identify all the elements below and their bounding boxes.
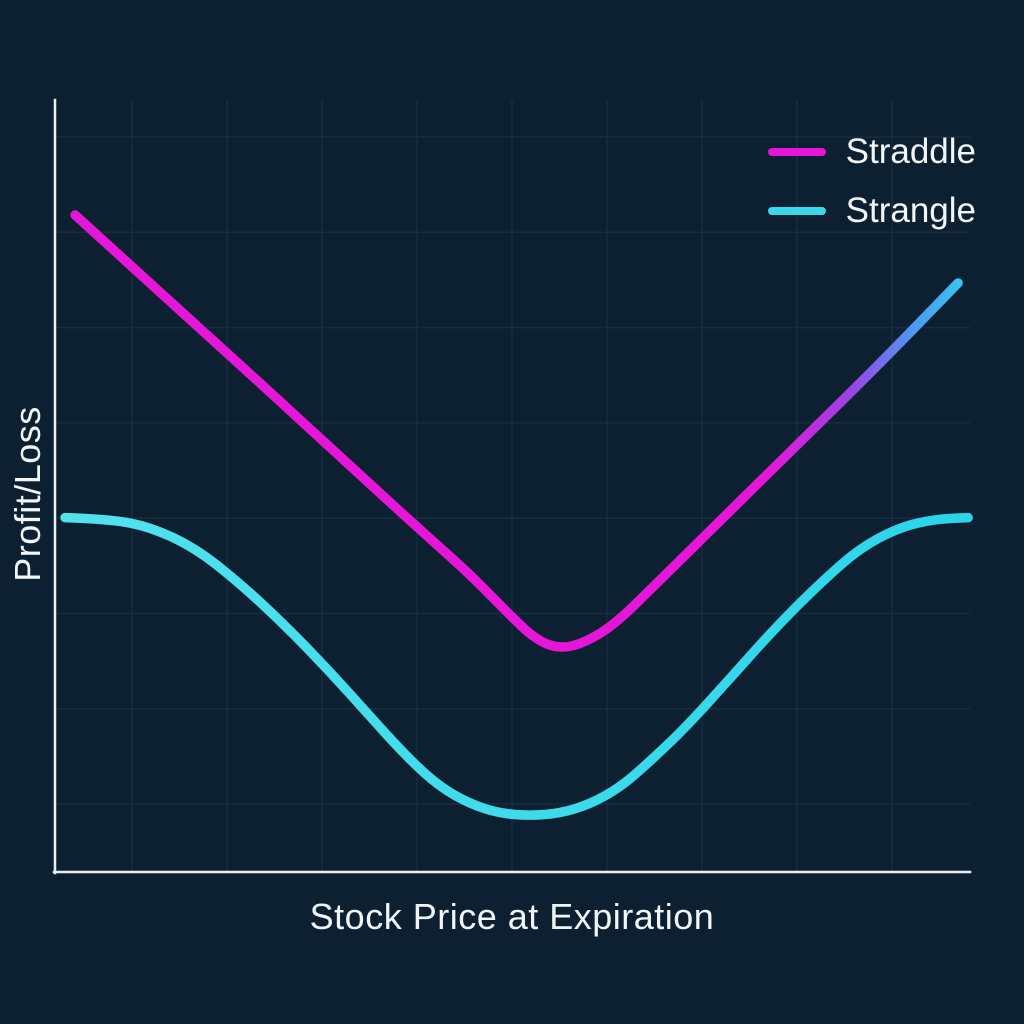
legend-item-strangle: Strangle — [767, 191, 976, 230]
straddle-swatch-icon — [767, 147, 826, 156]
series-lines — [60, 210, 973, 820]
legend: Straddle Strangle — [767, 132, 976, 230]
legend-label-straddle: Straddle — [845, 132, 976, 171]
straddle-line — [70, 210, 963, 652]
legend-label-strangle: Strangle — [845, 191, 976, 230]
y-axis-label: Profit/Loss — [7, 406, 48, 582]
axes — [52, 98, 972, 875]
strangle-swatch-icon — [767, 206, 826, 215]
legend-item-straddle: Straddle — [767, 132, 976, 171]
x-axis-label: Stock Price at Expiration — [309, 896, 715, 937]
strangle-line — [60, 512, 973, 820]
